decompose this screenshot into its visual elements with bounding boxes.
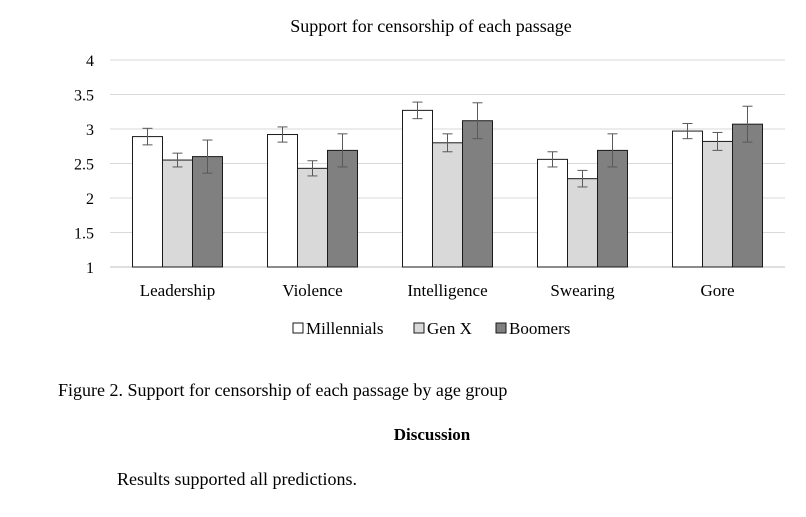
y-tick-label: 1.5 <box>74 226 94 243</box>
bar-gen-x-leadership <box>162 159 193 268</box>
category-label: Swearing <box>550 281 615 300</box>
body-paragraph: Results supported all predictions. <box>117 469 357 489</box>
y-tick-label: 4 <box>86 53 94 70</box>
bar-millennials-gore <box>672 130 703 268</box>
x-axis-categories: Leadership Violence Intelligence Swearing Go… <box>140 281 735 300</box>
bar-boomers-intelligence <box>462 120 493 268</box>
y-axis-ticks: 1 1.5 2 2.5 3 3.5 4 <box>74 53 94 277</box>
chart-title: Support for censorship of each passage <box>290 16 571 36</box>
y-tick-label: 3.5 <box>74 88 94 105</box>
bar-gen-x-swearing <box>567 178 598 268</box>
bar-millennials-leadership <box>132 136 163 268</box>
section-heading: Discussion <box>393 425 471 444</box>
legend-swatch <box>292 322 304 334</box>
y-tick-label: 2 <box>86 191 94 208</box>
bar-millennials-intelligence <box>402 109 433 268</box>
legend-swatch <box>495 322 507 334</box>
y-tick-label: 2.5 <box>74 157 94 174</box>
bar-millennials-swearing <box>537 158 568 268</box>
legend-label: Gen X <box>427 319 472 338</box>
bar-gen-x-intelligence <box>432 142 463 268</box>
bar-gen-x-violence <box>297 167 328 268</box>
category-label: Intelligence <box>407 281 487 300</box>
bar-boomers-leadership <box>192 156 223 268</box>
chart-legend: Millennials Gen X Boomers <box>292 319 570 338</box>
bar-boomers-swearing <box>597 149 628 268</box>
category-label: Violence <box>282 281 342 300</box>
category-label: Leadership <box>140 281 216 300</box>
bar-boomers-violence <box>327 149 358 268</box>
bar-chart: Support for censorship of each passage 1… <box>74 16 785 338</box>
figure-caption: Figure 2. Support for censorship of each… <box>58 380 508 400</box>
bar-series <box>132 101 763 268</box>
y-tick-label: 1 <box>86 260 94 277</box>
bar-millennials-violence <box>267 134 298 268</box>
legend-label: Boomers <box>509 319 570 338</box>
bar-gen-x-gore <box>702 140 733 268</box>
category-label: Gore <box>701 281 735 300</box>
legend-swatch <box>413 322 425 334</box>
legend-label: Millennials <box>306 319 383 338</box>
bar-boomers-gore <box>732 123 763 268</box>
y-tick-label: 3 <box>86 122 94 139</box>
